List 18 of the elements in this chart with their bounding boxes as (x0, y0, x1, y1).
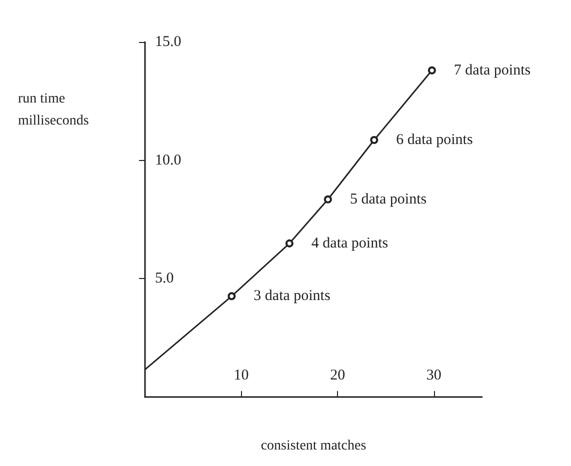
point (228, 292, 236, 300)
annotation: 5 data points (350, 191, 427, 208)
annotation: 6 data points (396, 132, 473, 148)
annotation: 4 data points (311, 235, 388, 252)
point (285, 239, 294, 248)
y-tick-label: 10.0 (155, 152, 182, 168)
x-tick-label: 10 (234, 368, 249, 384)
point (428, 66, 436, 74)
annotation: 3 data points (254, 288, 330, 304)
annotation: 7 data points (454, 62, 531, 78)
x-axis-title: consistent matches (260, 438, 366, 454)
y-axis-title: run time milliseconds (18, 92, 89, 128)
y-tick-label: 15.0 (155, 34, 182, 50)
point (324, 195, 332, 204)
x-tick-label: 30 (426, 368, 442, 384)
x-tick-label: 20 (330, 368, 346, 384)
y-tick-label: 5.0 (155, 270, 174, 287)
point (370, 136, 378, 144)
